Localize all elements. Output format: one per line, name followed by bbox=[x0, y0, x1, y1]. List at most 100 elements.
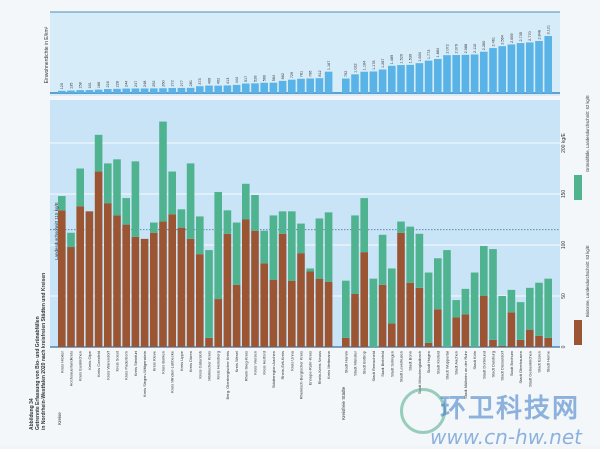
bar-density bbox=[397, 65, 405, 93]
y-tick-label: 200 kg/E bbox=[561, 132, 567, 152]
bar-biotonne bbox=[388, 323, 396, 347]
bar-biotonne bbox=[342, 337, 350, 347]
bar-gruenabfaelle bbox=[131, 161, 140, 237]
bar-gruenabfaelle bbox=[388, 268, 396, 324]
average-label: Landesdurchschnitt 115 kg/E bbox=[54, 202, 59, 260]
density-value-label: 2.461 bbox=[491, 37, 495, 47]
bar-density bbox=[122, 88, 130, 93]
bar-gruenabfaelle bbox=[150, 222, 158, 233]
bar-biotonne bbox=[297, 253, 305, 347]
density-value-label: 1.167 bbox=[327, 61, 331, 71]
watermark: 环卫科技网 www.cn-hw.net bbox=[430, 388, 582, 449]
bar-density bbox=[76, 90, 84, 93]
bar-density bbox=[67, 90, 75, 93]
density-value-label: 729 bbox=[290, 72, 294, 78]
y-tick-label: 100 bbox=[561, 241, 567, 250]
category-label: Kreis Düren bbox=[188, 351, 193, 372]
bar-gruenabfaelle bbox=[434, 258, 442, 310]
bar-density bbox=[315, 78, 324, 93]
bar-biotonne bbox=[489, 339, 497, 347]
bar-gruenabfaelle bbox=[288, 211, 296, 281]
bar-gruenabfaelle bbox=[196, 216, 204, 255]
bar-density bbox=[177, 87, 186, 93]
bar-gruenabfaelle bbox=[177, 209, 186, 228]
bar-biotonne bbox=[113, 215, 121, 347]
bar-density bbox=[306, 78, 314, 93]
density-value-label: 216 bbox=[106, 81, 110, 87]
bar-density bbox=[140, 88, 149, 93]
bar-biotonne bbox=[378, 284, 387, 347]
category-label: Kreis Soest bbox=[115, 350, 120, 371]
legend-swatch-gruen bbox=[574, 175, 582, 200]
bar-density bbox=[324, 71, 333, 93]
category-label: Kreis Kleve bbox=[151, 350, 156, 371]
y-tick-label: 0 bbox=[561, 345, 567, 348]
bar-biotonne bbox=[232, 284, 241, 347]
density-value-label: 247 bbox=[134, 81, 138, 87]
bar-gruenabfaelle bbox=[526, 287, 534, 330]
bar-density bbox=[242, 83, 250, 93]
bar-gruenabfaelle bbox=[242, 183, 250, 220]
bar-density bbox=[58, 90, 66, 93]
bar-biotonne bbox=[516, 339, 525, 347]
category-label: Stadt Münster bbox=[353, 350, 358, 376]
category-label: Stadt Aachen bbox=[454, 351, 459, 375]
bar-density bbox=[205, 85, 213, 93]
density-value-label: 1.864 bbox=[436, 48, 440, 58]
bar-gruenabfaelle bbox=[544, 278, 552, 338]
bar-gruenabfaelle bbox=[58, 196, 66, 211]
bar-density bbox=[196, 86, 204, 93]
bar-biotonne bbox=[177, 227, 186, 347]
density-value-label: 1.178 bbox=[372, 60, 376, 70]
bar-biotonne bbox=[288, 280, 296, 347]
bar-density bbox=[388, 65, 396, 93]
density-value-label: 662 bbox=[281, 73, 285, 79]
density-value-label: 260 bbox=[161, 80, 165, 86]
density-value-label: 228 bbox=[115, 81, 119, 87]
category-label: Kreis Steinfurt bbox=[133, 350, 138, 376]
bar-density bbox=[232, 84, 241, 93]
category-label: Kreis Warendorf bbox=[105, 350, 110, 380]
category-label: Stadt Remscheid bbox=[371, 351, 376, 381]
bar-biotonne bbox=[535, 335, 543, 347]
bar-density bbox=[186, 87, 195, 93]
density-value-label: 2.072 bbox=[445, 44, 449, 54]
bar-gruenabfaelle bbox=[470, 272, 479, 347]
density-value-label: 2.770 bbox=[528, 31, 532, 41]
bar-gruenabfaelle bbox=[67, 232, 75, 248]
legend-swatch-biotonne bbox=[574, 320, 582, 345]
bar-gruenabfaelle bbox=[461, 288, 470, 315]
bar-gruenabfaelle bbox=[360, 198, 368, 253]
bar-gruenabfaelle bbox=[251, 195, 259, 231]
bar-density bbox=[360, 71, 368, 93]
bar-biotonne bbox=[94, 171, 103, 347]
bar-density bbox=[470, 54, 479, 93]
bar-biotonne bbox=[58, 210, 66, 347]
category-label: Kreis Olpe bbox=[87, 350, 92, 369]
density-value-label: 373 bbox=[198, 78, 202, 84]
category-label: Stadt Bottrop bbox=[362, 350, 367, 374]
density-value-label: 186 bbox=[97, 82, 101, 88]
bar-biotonne bbox=[104, 203, 112, 347]
bar-density bbox=[159, 88, 167, 93]
bar-density bbox=[544, 36, 552, 93]
bar-density bbox=[535, 40, 543, 93]
bar-gruenabfaelle bbox=[397, 221, 405, 233]
density-value-label: 564 bbox=[272, 75, 276, 81]
bar-biotonne bbox=[498, 345, 506, 347]
category-label: Kreis Coesfeld bbox=[96, 351, 101, 377]
bar-gruenabfaelle bbox=[351, 215, 359, 294]
bar-biotonne bbox=[526, 329, 534, 347]
density-value-label: 1.539 bbox=[409, 54, 413, 64]
watermark-url: www.cn-hw.net bbox=[430, 425, 582, 449]
bar-biotonne bbox=[507, 312, 516, 347]
group-label: Kreisfreie Städte bbox=[341, 386, 346, 420]
bar-gruenabfaelle bbox=[324, 212, 333, 282]
bar-biotonne bbox=[434, 309, 442, 347]
bar-biotonne bbox=[223, 233, 232, 347]
bar-gruenabfaelle bbox=[94, 134, 103, 172]
bar-gruenabfaelle bbox=[443, 250, 451, 347]
density-value-label: 413 bbox=[226, 78, 230, 84]
density-value-label: 120 bbox=[60, 83, 64, 89]
bar-density bbox=[150, 88, 158, 93]
